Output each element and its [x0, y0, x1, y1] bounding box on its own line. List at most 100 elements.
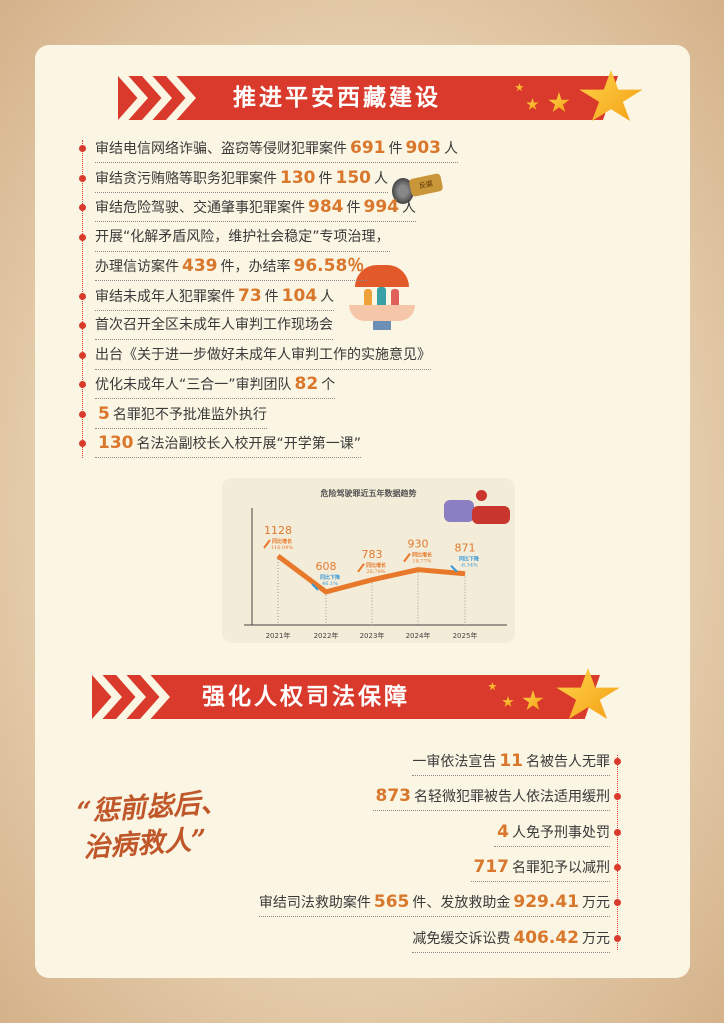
- highlight-number: 873: [375, 786, 412, 807]
- data-label: 930: [408, 538, 429, 551]
- item-text: 审结危险驾驶、交通肇事犯罪案件: [95, 200, 305, 216]
- list-item: 717 名罪犯予以减刑: [470, 854, 621, 882]
- highlight-number: 130: [98, 433, 134, 453]
- list-item: 130 名法治副校长入校开展“开学第一课”: [79, 430, 362, 458]
- item-text: 优化未成年人“三合一”审判团队: [95, 377, 292, 393]
- list-item: 873 名轻微犯罪被告人依法适用缓刑: [372, 783, 621, 812]
- list-item: 审结贪污贿赂等职务犯罪案件 130 件 150 人: [79, 165, 388, 193]
- bullet-dot: [79, 410, 86, 418]
- item-text: 人: [320, 288, 335, 305]
- change-value: 46.1%: [322, 581, 338, 587]
- highlight-number: 82: [294, 374, 319, 394]
- section2-banner: 强化人权司法保障: [92, 675, 600, 719]
- change-value: 28.78%: [366, 569, 385, 575]
- x-tick-label: 2025年: [453, 631, 478, 640]
- change-value: -6.34%: [460, 563, 478, 569]
- highlight-number: 565: [373, 892, 410, 913]
- x-tick-label: 2021年: [266, 631, 291, 640]
- item-text: 审结司法救助案件: [258, 895, 371, 912]
- list-item: 优化未成年人“三合一”审判团队 82 个: [79, 371, 336, 399]
- highlight-number: 439: [182, 256, 218, 276]
- change-value: 18.77%: [412, 559, 431, 565]
- list-item: 开展“化解矛盾风险，维护社会稳定”专项治理，: [79, 224, 390, 252]
- bullet-dot: [614, 793, 621, 801]
- change-value: 116.09%: [271, 545, 293, 551]
- change-label: 同比增长: [272, 538, 293, 545]
- item-text: 人免予刑事处罚: [512, 824, 610, 841]
- arrow-down-icon: [311, 583, 319, 591]
- item-text: 名被告人无罪: [526, 754, 610, 770]
- item-text: 一审依法宣告: [412, 754, 497, 770]
- highlight-number: 406.42: [513, 927, 579, 948]
- star-icon: [515, 83, 524, 92]
- list-item: 4 人免予刑事处罚: [494, 819, 621, 847]
- list-item: 一审依法宣告 11 名被告人无罪: [412, 748, 621, 776]
- change-label: 同比增长: [412, 552, 433, 559]
- data-label: 871: [455, 542, 476, 555]
- item-text: 审结贪污贿赂等职务犯罪案件: [95, 170, 277, 187]
- list-item: 办理信访案件 439 件，办结率 96.58％: [95, 253, 368, 281]
- item-text: 名轻微犯罪被告人依法适用缓刑: [414, 789, 610, 806]
- x-tick-label: 2022年: [314, 631, 339, 640]
- bullet-dot: [614, 863, 621, 871]
- list-item: 减免缓交诉讼费 406.42 万元: [412, 925, 621, 953]
- highlight-number: 130: [280, 167, 316, 188]
- section1-banner: 推进平安西藏建设: [118, 76, 618, 120]
- arrow-up-icon: [263, 539, 271, 549]
- bullet-dot: [614, 758, 621, 765]
- data-label: 1128: [264, 524, 292, 537]
- highlight-number: 994: [363, 197, 400, 217]
- item-text: 件: [346, 200, 361, 216]
- trend-chart: 危险驾驶罪近五年数据趋势 1128 同比增长 116.09% 2021年 608 同比下降…: [222, 478, 515, 643]
- highlight-number: 73: [238, 285, 262, 306]
- bullet-dot: [79, 204, 86, 211]
- highlight-number: 5: [98, 403, 110, 424]
- bullet-dot: [79, 440, 86, 447]
- bullet-dot: [79, 381, 86, 388]
- highlight-number: 150: [335, 167, 372, 188]
- bullet-dot: [79, 174, 86, 182]
- bullet-dot: [79, 292, 86, 300]
- star-icon: [526, 98, 539, 110]
- change-label: 同比下降: [459, 556, 480, 563]
- series-line: [276, 553, 466, 595]
- item-text: 名法治副校长入校开展“开学第一课”: [136, 436, 362, 452]
- arrow-up-icon: [357, 563, 365, 573]
- arrow-down-icon: [450, 565, 458, 573]
- item-text: 万元: [582, 895, 610, 912]
- change-label: 同比下降: [320, 574, 341, 581]
- list-item: 审结电信网络诈骗、盗窃等侵财犯罪案件 691 件 903 人: [79, 135, 458, 163]
- item-text: 件、发放救助金: [412, 895, 511, 912]
- section2-title: 强化人权司法保障: [202, 684, 410, 710]
- data-label: 783: [362, 548, 383, 561]
- item-text: 件，办结率: [220, 259, 291, 275]
- data-label: 608: [316, 560, 337, 573]
- list-item: 首次召开全区未成年人审判工作现场会: [79, 312, 333, 340]
- chart-title: 危险驾驶罪近五年数据趋势: [320, 488, 417, 498]
- bullet-dot: [79, 322, 86, 329]
- anti-corruption-illustration: 反腐: [392, 172, 444, 210]
- bullet-dot: [614, 934, 621, 942]
- item-text: 个: [321, 377, 336, 393]
- item-text: 人: [444, 141, 458, 157]
- section1-title: 推进平安西藏建设: [233, 85, 441, 111]
- list-item: 出台《关于进一步做好未成年人审判工作的实施意见》: [79, 342, 431, 370]
- x-tick-label: 2024年: [406, 631, 431, 640]
- highlight-number: 691: [350, 138, 386, 158]
- car-accident-illustration: [444, 490, 512, 530]
- list-item: 审结司法救助案件 565 件、发放救助金 929.41 万元: [258, 889, 621, 918]
- chart-plot: 1128同比增长116.09%2021年608同比下降46.1%2022年783…: [244, 508, 507, 640]
- item-text: 办理信访案件: [95, 259, 179, 275]
- item-text: 审结未成年人犯罪案件: [95, 288, 235, 305]
- item-text: 万元: [582, 930, 610, 947]
- arrow-up-icon: [403, 553, 411, 563]
- calligraphy-quote: “惩前毖后、 治病救人”: [75, 786, 229, 864]
- item-text: 人: [402, 200, 416, 216]
- item-text: 首次召开全区未成年人审判工作现场会: [95, 317, 333, 333]
- item-text: 名罪犯予以减刑: [512, 859, 610, 876]
- child-protection-illustration: [347, 265, 417, 330]
- highlight-number: 717: [473, 856, 510, 877]
- highlight-number: 96.58％: [293, 256, 365, 276]
- list-item: 5 名罪犯不予批准监外执行: [79, 401, 267, 429]
- item-text: 减免缓交诉讼费: [412, 930, 511, 947]
